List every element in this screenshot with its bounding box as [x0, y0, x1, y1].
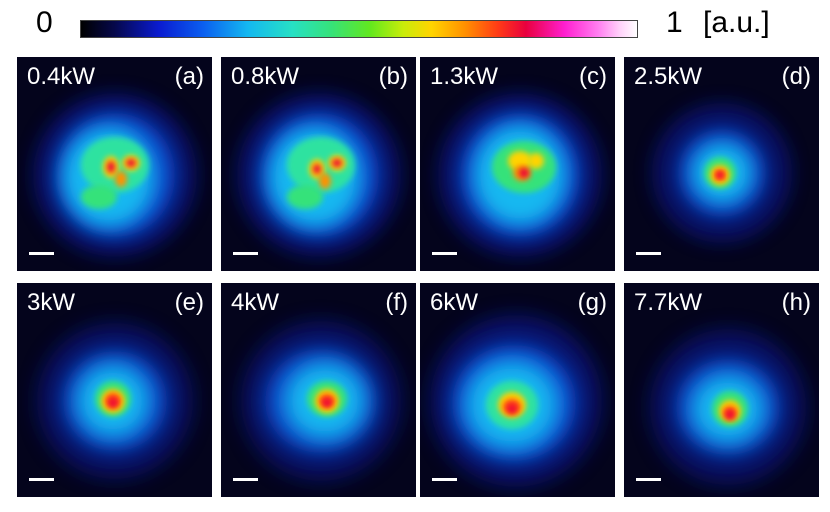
beam-profile-e	[37, 323, 193, 479]
panel-b-scalebar	[233, 252, 258, 255]
panel-d-power-label: 2.5kW	[634, 63, 703, 90]
panel-a-letter: (a)	[174, 63, 204, 90]
beam-profile-c	[438, 93, 602, 257]
panel-f-letter: (f)	[385, 289, 408, 316]
beam-panel-d: 2.5kW (d)	[624, 57, 819, 271]
beam-panel-c: 1.3kW (c)	[420, 57, 615, 271]
beam-panel-a: 0.4kW (a)	[17, 57, 212, 271]
beam-profile-d	[652, 103, 792, 243]
beam-panel-f: 4kW (f)	[221, 283, 416, 497]
colorbar-min-label: 0	[36, 6, 53, 39]
panel-g-letter: (g)	[577, 289, 607, 316]
beam-panel-g: 6kW (g)	[420, 283, 615, 497]
panel-b-letter: (b)	[378, 63, 408, 90]
colorbar-max-label: 1	[666, 6, 683, 39]
panel-b-power-label: 0.8kW	[231, 63, 300, 90]
beam-panel-e: 3kW (e)	[17, 283, 212, 497]
panel-e-power-label: 3kW	[27, 289, 75, 316]
panel-d-scalebar	[636, 252, 661, 255]
colorbar-unit-label: [a.u.]	[703, 6, 770, 39]
panel-h-letter: (h)	[781, 289, 811, 316]
beam-profile-a	[33, 93, 197, 257]
beam-panel-b: 0.8kW (b)	[221, 57, 416, 271]
beam-profile-h	[650, 329, 806, 485]
panel-c-letter: (c)	[579, 63, 607, 90]
beam-profile-f	[241, 321, 401, 481]
beam-profile-b	[237, 93, 401, 257]
beam-profile-g	[430, 315, 602, 487]
panel-f-scalebar	[233, 478, 258, 481]
panel-a-scalebar	[29, 252, 54, 255]
panel-c-scalebar	[432, 252, 457, 255]
panel-d-letter: (d)	[781, 63, 811, 90]
panel-e-scalebar	[29, 478, 54, 481]
panel-h-power-label: 7.7kW	[634, 289, 703, 316]
panel-c-power-label: 1.3kW	[430, 63, 499, 90]
panel-e-letter: (e)	[174, 289, 204, 316]
panel-a-power-label: 0.4kW	[27, 63, 96, 90]
panel-f-power-label: 4kW	[231, 289, 279, 316]
beam-panel-h: 7.7kW (h)	[624, 283, 819, 497]
panel-g-scalebar	[432, 478, 457, 481]
panel-h-scalebar	[636, 478, 661, 481]
panel-g-power-label: 6kW	[430, 289, 478, 316]
colorbar	[80, 20, 638, 38]
